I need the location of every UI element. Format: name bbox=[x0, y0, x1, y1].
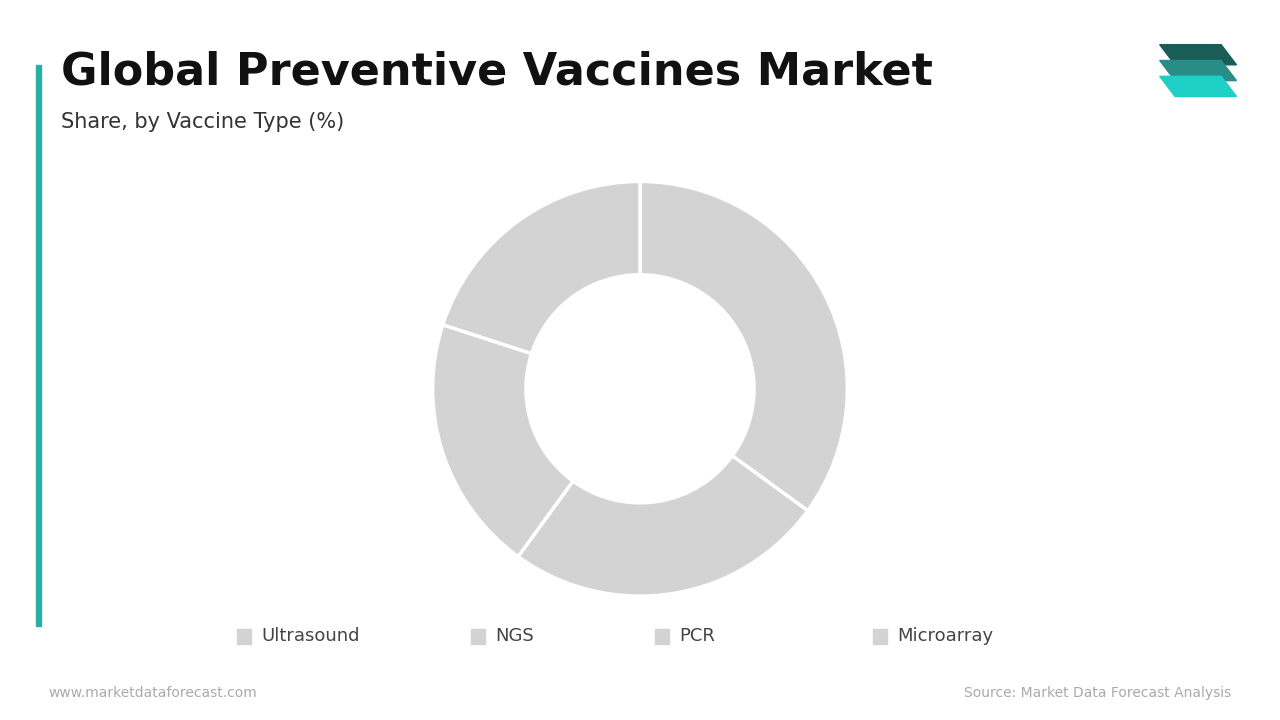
Wedge shape bbox=[433, 325, 573, 557]
Text: Source: Market Data Forecast Analysis: Source: Market Data Forecast Analysis bbox=[964, 686, 1231, 700]
Text: NGS: NGS bbox=[495, 627, 534, 645]
Text: Microarray: Microarray bbox=[897, 627, 993, 645]
Text: Ultrasound: Ultrasound bbox=[261, 627, 360, 645]
Wedge shape bbox=[640, 181, 847, 510]
Text: Global Preventive Vaccines Market: Global Preventive Vaccines Market bbox=[61, 50, 933, 94]
Text: www.marketdataforecast.com: www.marketdataforecast.com bbox=[49, 686, 257, 700]
Wedge shape bbox=[518, 456, 808, 596]
Text: Share, by Vaccine Type (%): Share, by Vaccine Type (%) bbox=[61, 112, 344, 132]
Wedge shape bbox=[443, 181, 640, 354]
Text: PCR: PCR bbox=[680, 627, 716, 645]
